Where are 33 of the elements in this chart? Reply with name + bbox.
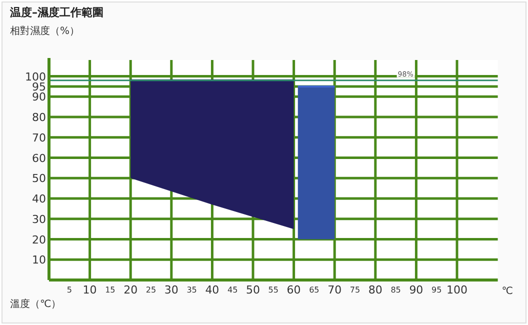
y-tick-label: 30 — [32, 212, 46, 226]
x-tick-label: 50 — [246, 284, 260, 296]
text: ℃ — [502, 286, 514, 297]
x-axis-title: 溫度（℃） — [10, 298, 62, 310]
x-tick-label: 30 — [164, 284, 178, 296]
x-tick-label: 65 — [309, 286, 320, 294]
x-tick-label: 20 — [124, 284, 138, 296]
y-tick-label: 40 — [32, 192, 46, 206]
x-tick-label: 70 — [328, 284, 342, 296]
chart-title: 温度–濕度工作範圍 — [9, 6, 104, 19]
x-tick-label: 55 — [268, 286, 278, 294]
x-tick-label: 5 — [66, 286, 72, 294]
y-tick-label: 60 — [32, 152, 46, 165]
x-tick-label: 35 — [186, 286, 197, 294]
x-tick-label: 80 — [368, 284, 382, 296]
x-tick-label: 45 — [228, 286, 238, 294]
y-tick-label: 50 — [32, 172, 46, 186]
x-tick-label: 15 — [105, 286, 116, 294]
y-tick-label: 90 — [32, 90, 46, 104]
x-tick-label: 10 — [82, 284, 97, 296]
x-tick-label: 60 — [286, 284, 301, 296]
y-axis-title: 相對濕度（%） — [10, 25, 80, 37]
x-tick-label: 90 — [409, 284, 424, 296]
x-tick-label: 100 — [446, 284, 468, 296]
x-tick-label: 85 — [390, 286, 401, 294]
y-tick-label: 80 — [32, 111, 46, 124]
y-tick-label: 10 — [32, 254, 46, 267]
x-tick-label: 40 — [205, 284, 220, 296]
x-tick-label: 95 — [432, 286, 442, 294]
x-tick-label: 25 — [146, 286, 156, 294]
x-tick-label: 75 — [350, 286, 360, 294]
y-tick-label: 70 — [32, 131, 46, 144]
y-tick-label: 20 — [32, 233, 46, 246]
